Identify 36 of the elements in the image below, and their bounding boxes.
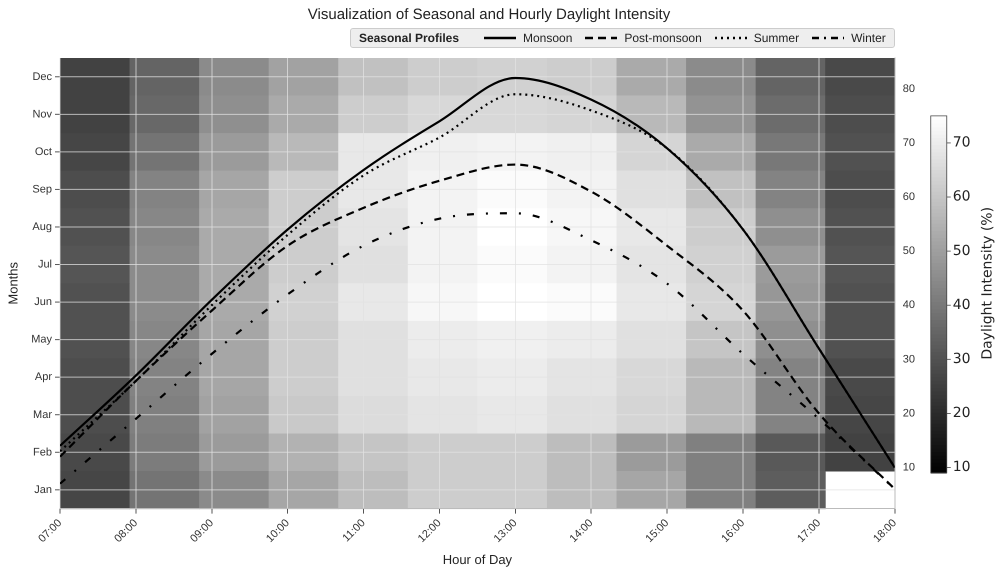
color-bar-title: Daylight Intensity (%) xyxy=(980,206,996,360)
legend-label: Winter xyxy=(851,31,886,45)
y2-tick-label: 80 xyxy=(902,82,916,95)
y-axis-title: Months xyxy=(6,261,21,305)
y-tick-label: Dec xyxy=(32,70,52,83)
y2-tick-label: 10 xyxy=(902,462,916,474)
color-bar-label: 60 xyxy=(952,188,971,205)
y2-tick-label: 70 xyxy=(902,136,916,149)
y-tick-label: May xyxy=(31,334,52,346)
legend-title: Seasonal Profiles xyxy=(358,31,459,45)
y-tick-label: Aug xyxy=(32,221,52,234)
y-tick-label: Feb xyxy=(33,446,52,458)
y2-tick-label: 30 xyxy=(902,353,916,366)
y2-tick-label: 20 xyxy=(902,407,916,420)
color-bar-label: 70 xyxy=(952,134,971,151)
legend-label: Summer xyxy=(754,31,800,45)
y-tick-label: Jun xyxy=(34,296,52,308)
y-tick-label: Oct xyxy=(34,146,52,158)
y2-tick-label: 60 xyxy=(902,191,916,204)
color-bar-label: 40 xyxy=(952,296,971,313)
y-tick-label: Jan xyxy=(34,484,52,496)
y-tick-label: Mar xyxy=(33,408,52,421)
y-tick-label: Sep xyxy=(32,183,52,196)
y2-tick-label: 50 xyxy=(902,245,916,258)
color-bar-label: 10 xyxy=(952,459,971,476)
legend-label: Monsoon xyxy=(523,31,572,45)
chart-title: Visualization of Seasonal and Hourly Daylight Intensity xyxy=(308,6,671,24)
color-bar-label: 20 xyxy=(952,405,971,422)
y-tick-label: Apr xyxy=(34,371,52,384)
y2-tick-label: 40 xyxy=(902,299,916,312)
y-tick-label: Jul xyxy=(38,258,52,271)
y-tick-label: Nov xyxy=(32,108,52,120)
color-bar-label: 30 xyxy=(952,350,971,367)
legend-label: Post-monsoon xyxy=(624,31,702,45)
color-bar-label: 50 xyxy=(952,242,971,259)
x-axis-title: Hour of Day xyxy=(442,552,513,567)
